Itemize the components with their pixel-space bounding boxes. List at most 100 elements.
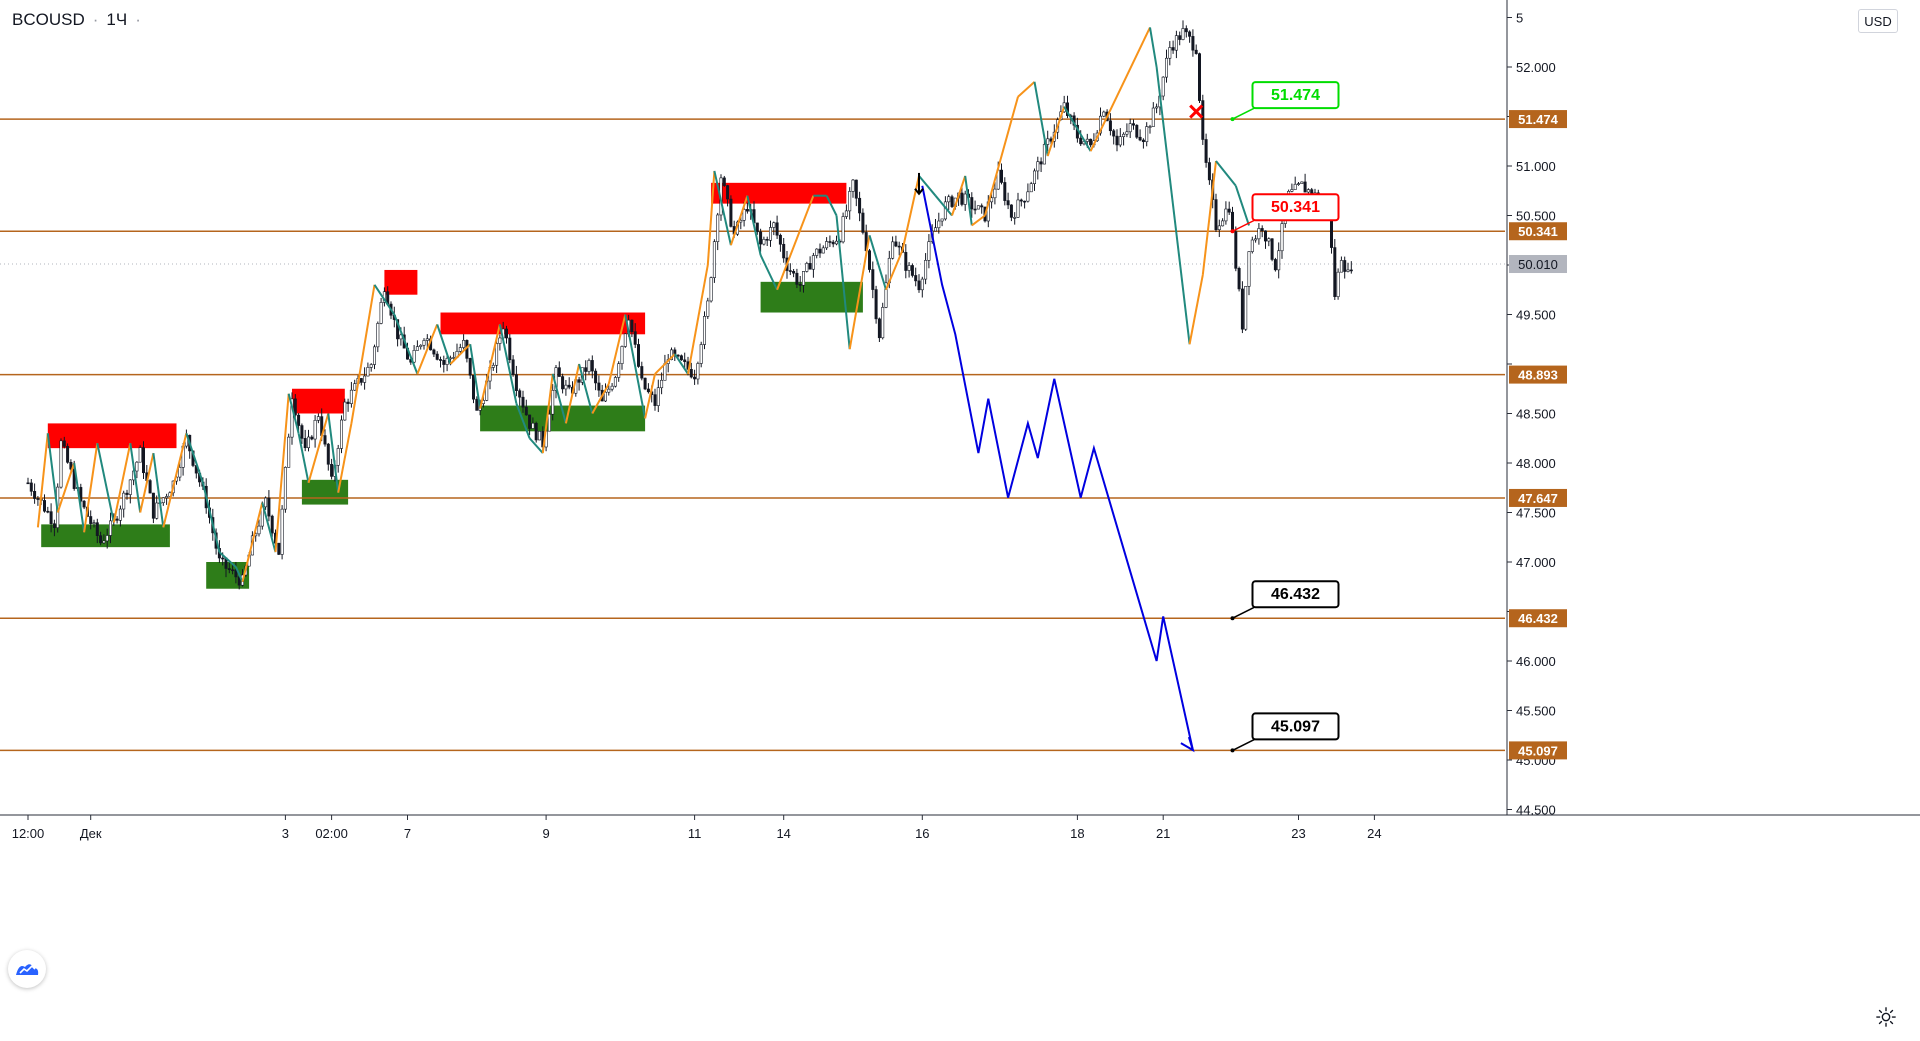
candle <box>1033 168 1037 191</box>
price-callout[interactable]: 45.097 <box>1230 712 1340 753</box>
candle-body <box>508 337 512 361</box>
candle-body <box>712 241 716 278</box>
candle-body <box>768 227 772 241</box>
zigzag-up-segment <box>971 214 986 227</box>
time-tick-label: 02:00 <box>315 826 348 841</box>
candle <box>947 194 951 210</box>
candle <box>1240 281 1244 334</box>
price-callout[interactable]: 46.432 <box>1230 580 1340 621</box>
time-axis[interactable]: 12:00 Дек 3 02:00 7 9 11 14 16 18 21 23 24 <box>0 814 1920 1036</box>
candle <box>1231 206 1235 233</box>
candle <box>528 414 532 436</box>
zigzag-up-segment <box>644 373 656 419</box>
candle <box>46 506 50 514</box>
callout-box <box>1251 580 1340 609</box>
candle-body <box>726 185 730 200</box>
current-price-label: 50.010 <box>1518 257 1558 272</box>
candle <box>1089 138 1093 148</box>
candle <box>435 351 439 361</box>
candle-body <box>1336 271 1340 297</box>
candle <box>36 496 40 506</box>
level-price-label: 50.341 <box>1518 224 1558 239</box>
candle-body <box>1346 269 1350 272</box>
interval-label[interactable]: 1Ч <box>106 10 128 29</box>
candle-body <box>937 220 941 229</box>
separator-dot: · <box>135 10 141 29</box>
zigzag-down-segment <box>185 432 204 484</box>
candle <box>1194 44 1198 55</box>
candle-body <box>102 540 106 544</box>
candle <box>745 202 749 214</box>
price-tick-label: 48.000 <box>1516 456 1556 471</box>
candle <box>1184 25 1188 38</box>
candle-body <box>1204 139 1208 163</box>
candle-body <box>1118 136 1122 146</box>
price-callout[interactable]: 50.341 <box>1230 193 1340 234</box>
levels-layer <box>0 118 1505 752</box>
candle-body <box>528 414 532 429</box>
currency-button[interactable]: USD <box>1858 9 1898 33</box>
candle-body <box>1280 223 1284 252</box>
candle <box>1224 201 1228 225</box>
demand-zone <box>41 524 170 548</box>
candle-body <box>161 497 165 503</box>
candle <box>907 262 911 278</box>
candle-body <box>920 278 924 291</box>
candle <box>379 297 383 325</box>
candle <box>620 345 624 370</box>
candle-body <box>587 360 591 372</box>
gear-icon[interactable] <box>1875 1006 1897 1028</box>
symbol-legend[interactable]: BCOUSD · 1Ч · <box>12 10 141 30</box>
candle <box>716 212 720 251</box>
candle <box>557 361 561 377</box>
candle-body <box>577 379 581 383</box>
candle-body <box>1023 200 1027 203</box>
candle-body <box>1273 259 1277 271</box>
level-price-label: 48.893 <box>1518 368 1558 383</box>
candle <box>1247 251 1251 296</box>
candle <box>782 238 786 263</box>
price-callout[interactable]: 51.474 <box>1230 81 1340 122</box>
candle-body <box>607 388 611 393</box>
candle <box>105 528 109 549</box>
candle <box>518 388 522 406</box>
candle-body <box>1339 260 1343 273</box>
candle-body <box>491 364 495 368</box>
tradingview-logo-icon[interactable] <box>8 950 46 988</box>
symbol-name[interactable]: BCOUSD <box>12 10 85 29</box>
arrow-down-head <box>914 188 924 196</box>
candle <box>1125 123 1129 138</box>
candle <box>1174 30 1178 59</box>
candle-body <box>462 340 466 348</box>
candle-body <box>927 241 931 261</box>
candle <box>1132 119 1136 130</box>
candle <box>1273 257 1277 272</box>
candle <box>326 442 330 471</box>
candle-body <box>848 191 852 212</box>
callouts-layer: 51.474 50.341 46.432 45.097 <box>1230 81 1340 753</box>
candle <box>412 345 416 364</box>
candle-body <box>722 177 726 186</box>
candle-body <box>1184 28 1188 33</box>
zigzag-down-segment <box>964 175 973 226</box>
candle-body <box>818 248 822 254</box>
candle-body <box>128 479 132 495</box>
candle <box>712 239 716 283</box>
candle-body <box>537 431 541 441</box>
price-tick-label: 46.000 <box>1516 654 1556 669</box>
candle-body <box>1168 47 1172 59</box>
candle <box>828 235 832 247</box>
candle-body <box>1122 133 1126 137</box>
candle-body <box>1128 123 1132 133</box>
candle <box>287 433 291 468</box>
candle <box>1039 157 1043 173</box>
separator-dot: · <box>92 10 99 29</box>
zigzag-up-segment <box>162 433 188 528</box>
candle-body <box>788 270 792 272</box>
candle-body <box>336 448 340 466</box>
candle <box>1145 122 1149 147</box>
zigzag-up-segment <box>591 383 610 414</box>
candle <box>1221 218 1225 227</box>
